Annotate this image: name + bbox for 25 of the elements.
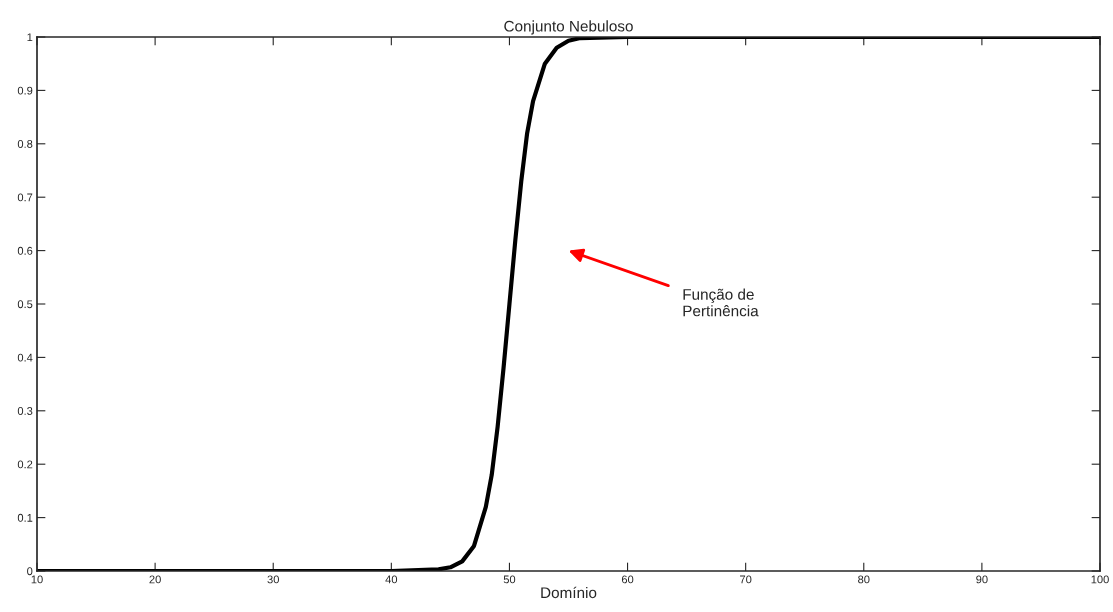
y-tick-label: 0.1 xyxy=(17,513,33,522)
y-tick-label: 0 xyxy=(27,567,33,576)
x-tick-label: 100 xyxy=(1091,575,1109,584)
x-tick-label: 10 xyxy=(31,575,43,584)
y-tick-label: 0.4 xyxy=(17,353,33,362)
x-tick-label: 70 xyxy=(740,575,752,584)
y-tick-label: 0.9 xyxy=(17,86,33,95)
x-axis-title: Domínio xyxy=(541,586,597,599)
x-tick-label: 20 xyxy=(149,575,161,584)
y-tick-label: 0.3 xyxy=(17,407,33,415)
x-tick-label: 90 xyxy=(976,575,988,584)
chart-title: Conjunto Nebuloso xyxy=(504,20,633,35)
y-tick-label: 0.2 xyxy=(17,460,33,469)
y-tick-label: 0.8 xyxy=(17,140,33,148)
x-tick-label: 60 xyxy=(621,575,634,584)
x-tick-label: 40 xyxy=(385,575,398,584)
line-series xyxy=(37,37,1100,571)
x-tick-label: 50 xyxy=(503,575,516,584)
y-tick-label: 1 xyxy=(27,33,33,42)
x-tick-label: 30 xyxy=(267,575,279,584)
y-tick-label: 0.5 xyxy=(17,300,33,309)
annotation: Função de Pertinência xyxy=(683,288,759,317)
x-tick-label: 80 xyxy=(858,575,870,584)
y-tick-label: 0.6 xyxy=(17,246,33,255)
y-tick-label: 0.7 xyxy=(17,193,33,202)
